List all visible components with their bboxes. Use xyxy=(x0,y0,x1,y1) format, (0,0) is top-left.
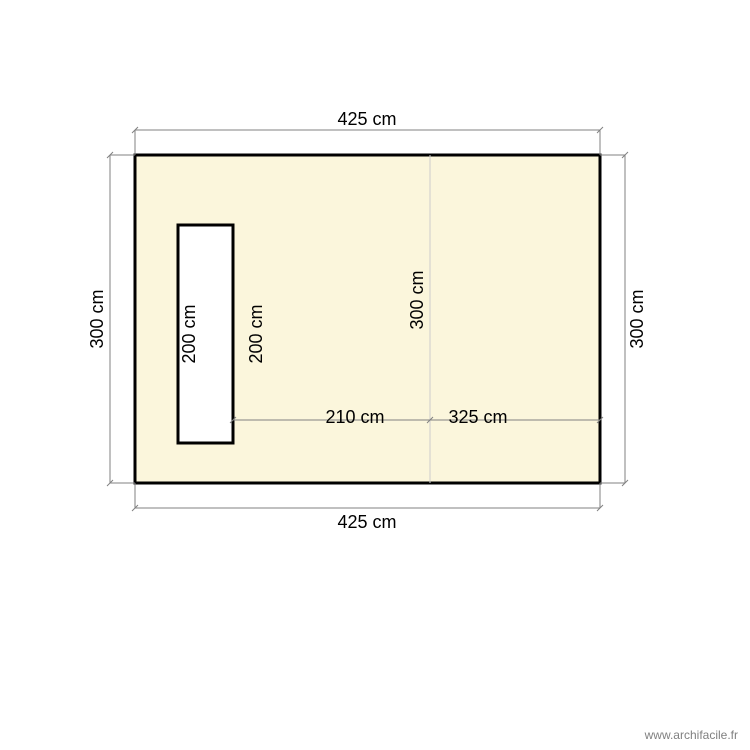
floorplan-canvas: 425 cm 425 cm 300 cm 300 cm xyxy=(0,0,750,750)
dim-cut-left: 200 cm xyxy=(179,304,199,363)
dim-bottom-label: 425 cm xyxy=(337,512,396,532)
dim-left-label: 300 cm xyxy=(87,289,107,348)
dim-top-label: 425 cm xyxy=(337,109,396,129)
dim-325-label: 325 cm xyxy=(448,407,507,427)
dim-left: 300 cm xyxy=(87,152,135,486)
dim-cut-left-label: 200 cm xyxy=(179,304,199,363)
dim-right: 300 cm xyxy=(600,152,647,486)
dim-210-label: 210 cm xyxy=(325,407,384,427)
dim-right-label: 300 cm xyxy=(627,289,647,348)
dim-cut-right-label: 200 cm xyxy=(246,304,266,363)
dim-bottom: 425 cm xyxy=(132,483,603,532)
dim-cut-right: 200 cm xyxy=(246,304,266,363)
dim-top: 425 cm xyxy=(132,109,603,155)
watermark-text: www.archifacile.fr xyxy=(645,728,738,742)
dim-center-v-label: 300 cm xyxy=(407,270,427,329)
floorplan-svg: 425 cm 425 cm 300 cm 300 cm xyxy=(0,0,750,750)
dim-center-v: 300 cm xyxy=(407,270,427,329)
